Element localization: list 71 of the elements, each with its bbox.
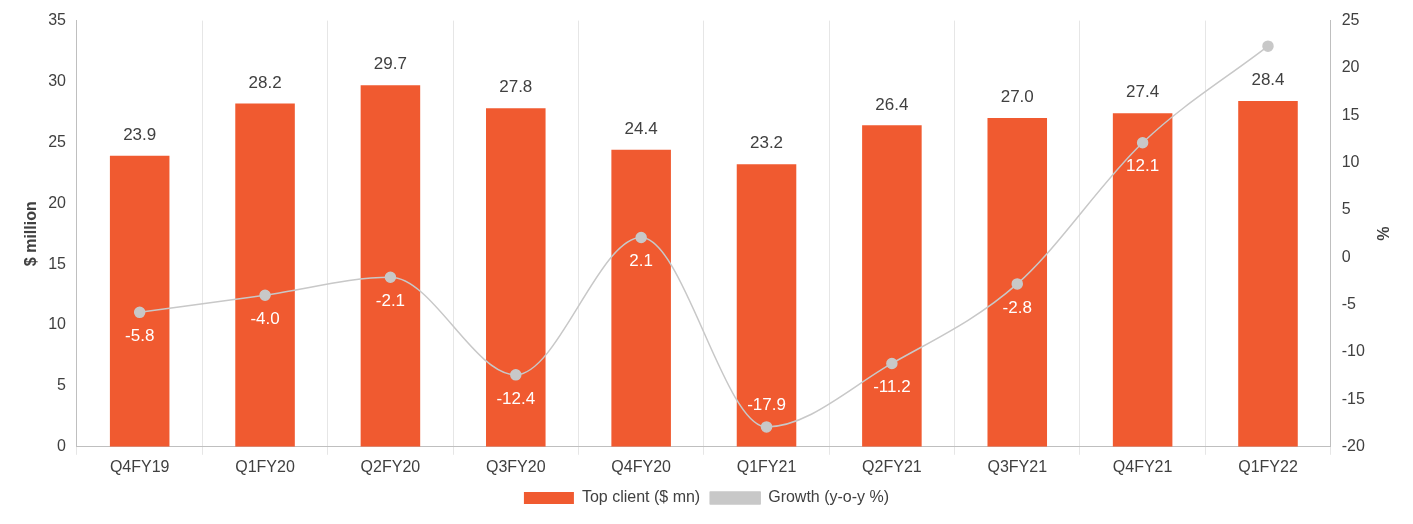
data-label: 23.9 [123, 124, 157, 144]
data-label: 28.2 [248, 72, 282, 92]
data-label: 27.0 [1000, 87, 1034, 107]
data-label: -5.8 [125, 326, 155, 345]
point [259, 289, 271, 302]
y-tick-label: 20 [48, 193, 67, 211]
y2-tick-label: 25 [1341, 11, 1360, 29]
y2-tick-label: -5 [1341, 295, 1356, 313]
x-tick-label: Q2FY21 [862, 457, 922, 475]
point [1136, 137, 1149, 149]
data-label: 24.4 [624, 118, 658, 138]
bar [360, 85, 421, 447]
data-label: 23.2 [749, 133, 784, 153]
x-tick-label: Q2FY20 [360, 457, 421, 475]
y2-tick-label: 5 [1341, 200, 1351, 218]
bar [736, 164, 797, 447]
point [384, 271, 397, 284]
bar [1112, 113, 1173, 447]
data-label: 28.4 [1251, 70, 1285, 90]
data-label: 2.1 [629, 251, 653, 271]
bar [987, 118, 1048, 447]
data-label: 12.1 [1126, 156, 1160, 176]
x-tick-label: Q1FY21 [736, 457, 797, 475]
y-tick-label: 5 [57, 376, 67, 394]
y2-axis-title: % [1373, 226, 1391, 241]
y2-tick-label: 10 [1341, 153, 1360, 171]
bar [486, 108, 546, 447]
legend-label: Top client ($ mn) [581, 488, 701, 506]
x-tick-label: Q4FY19 [109, 457, 170, 475]
bar [1238, 100, 1298, 447]
y-tick-label: 10 [48, 315, 67, 333]
data-label: -2.8 [1002, 297, 1032, 317]
point [510, 369, 522, 381]
y2-tick-label: 20 [1341, 58, 1360, 76]
point [760, 421, 773, 433]
legend-label: Growth (y-o-y %) [768, 488, 890, 506]
y2-tick-label: -20 [1341, 437, 1365, 455]
point [635, 231, 647, 244]
y2-tick-label: 15 [1341, 105, 1360, 123]
data-label: -4.0 [250, 308, 280, 328]
bar [862, 125, 922, 447]
x-tick-label: Q4FY21 [1112, 457, 1173, 475]
x-tick-label: Q1FY20 [235, 457, 295, 475]
y-tick-label: 0 [57, 437, 67, 455]
y-tick-label: 25 [48, 132, 67, 150]
point [1011, 278, 1024, 290]
y2-tick-label: -15 [1341, 389, 1365, 407]
bar [109, 155, 170, 447]
data-label: -2.1 [375, 290, 406, 310]
bar [235, 103, 295, 447]
data-label: 26.4 [875, 94, 909, 114]
y-tick-label: 30 [48, 71, 67, 89]
x-tick-label: Q1FY22 [1238, 457, 1298, 475]
data-label: 27.8 [499, 77, 533, 97]
y-axis-title: $ million [22, 201, 40, 267]
bar [611, 149, 671, 447]
point [886, 357, 898, 370]
data-label: -11.2 [873, 377, 911, 397]
y-tick-label: 15 [48, 254, 67, 272]
data-label: -12.4 [496, 388, 536, 408]
x-tick-label: Q3FY20 [485, 457, 546, 475]
point [133, 306, 146, 319]
data-label: 29.7 [373, 54, 407, 74]
data-label: 27.4 [1126, 82, 1160, 102]
data-label: -17.9 [747, 394, 786, 414]
point [1262, 40, 1274, 52]
x-tick-label: Q3FY21 [987, 457, 1048, 475]
x-tick-label: Q4FY20 [611, 457, 672, 475]
y-tick-label: 35 [48, 11, 67, 29]
y2-tick-label: 0 [1341, 247, 1351, 265]
y2-tick-label: -10 [1341, 342, 1365, 360]
